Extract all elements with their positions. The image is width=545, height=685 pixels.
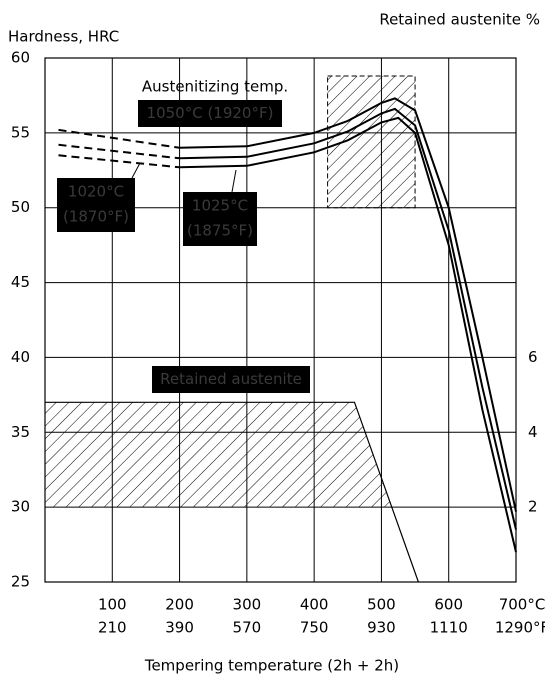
- x-tick-label: 500: [367, 596, 396, 614]
- x-axis-label: Tempering temperature (2h + 2h): [144, 657, 399, 675]
- hardness-curve: [58, 154, 180, 169]
- y-tick-label: 55: [11, 123, 30, 141]
- x-tick-label: 300: [233, 596, 262, 614]
- y2-tick-label: 6: [528, 348, 538, 366]
- y2-tick-label: 4: [528, 423, 538, 441]
- leader-line: [231, 169, 237, 193]
- annotation: (1875°F): [187, 222, 253, 240]
- x-tick-label-secondary: 210: [98, 619, 127, 637]
- hardness-curve: [179, 116, 517, 553]
- hatched-area: [45, 402, 392, 507]
- x-tick-label: 700°C: [499, 596, 545, 614]
- y-tick-label: 40: [11, 348, 30, 366]
- annotation-box: [152, 366, 310, 393]
- hardness-curve: [179, 97, 517, 512]
- y-tick-label: 30: [11, 498, 30, 516]
- x-tick-label-secondary: 1110: [430, 619, 468, 637]
- annotation: Austenitizing temp.: [142, 78, 288, 96]
- x-tick-label: 600: [434, 596, 463, 614]
- retained-austenite-line: [45, 401, 419, 583]
- x-tick-label-secondary: 750: [300, 619, 329, 637]
- annotation: Retained austenite: [160, 370, 302, 388]
- annotation: (1870°F): [63, 208, 129, 226]
- hardness-curve: [179, 107, 517, 530]
- x-tick-label: 100: [98, 596, 127, 614]
- annotation: 1050°C (1920°F): [147, 104, 274, 122]
- hatched-area-group: [45, 402, 392, 507]
- annotation-box: [183, 192, 257, 246]
- x-tick-label-secondary: 1290°F: [495, 619, 545, 637]
- y-tick-label: 50: [11, 198, 30, 216]
- y-tick-label: 35: [11, 423, 30, 441]
- leader-line: [131, 162, 141, 179]
- annotation: 1020°C: [68, 183, 124, 201]
- x-tick-label-secondary: 570: [233, 619, 262, 637]
- y-axis-label: Hardness, HRC: [8, 28, 119, 46]
- y2-axis-label: Retained austenite %: [379, 11, 540, 29]
- y-tick-label: 45: [11, 273, 30, 291]
- plot-frame: [44, 57, 517, 583]
- y2-tick-label: 2: [528, 498, 538, 516]
- x-tick-label-secondary: 930: [367, 619, 396, 637]
- hardness-curve: [58, 143, 180, 160]
- x-tick-label-secondary: 390: [165, 619, 194, 637]
- annotation: 1025°C: [192, 197, 248, 215]
- x-tick-label: 400: [300, 596, 329, 614]
- annotation-box: [138, 100, 282, 127]
- annotation-box: [57, 178, 135, 232]
- y-tick-label: 60: [11, 49, 30, 67]
- x-tick-label: 200: [165, 596, 194, 614]
- hardness-curve: [58, 128, 180, 149]
- y-tick-label: 25: [11, 573, 30, 591]
